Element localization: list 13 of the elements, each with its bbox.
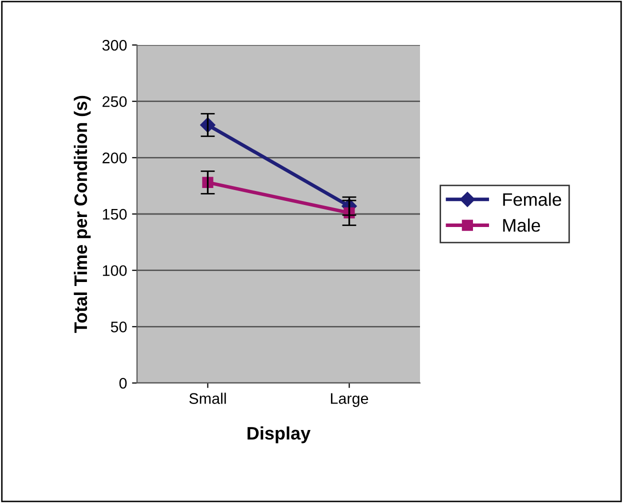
y-tick-label: 200 <box>102 152 127 164</box>
y-tick-label: 0 <box>119 378 127 389</box>
y-tick-label: 100 <box>102 265 127 276</box>
legend-label: Male <box>503 218 540 232</box>
y-axis-title: Total Time per Condition (s) <box>74 96 91 333</box>
x-tick-label: Small <box>189 392 226 404</box>
x-tick-label: Large <box>330 393 368 407</box>
y-tick-label: 300 <box>102 40 127 51</box>
y-tick-label: 150 <box>102 208 127 220</box>
x-axis-title: Display <box>248 426 311 444</box>
y-tick-label: 50 <box>110 322 127 332</box>
y-tick-label: 250 <box>102 96 127 108</box>
legend-label: Female <box>503 192 562 206</box>
